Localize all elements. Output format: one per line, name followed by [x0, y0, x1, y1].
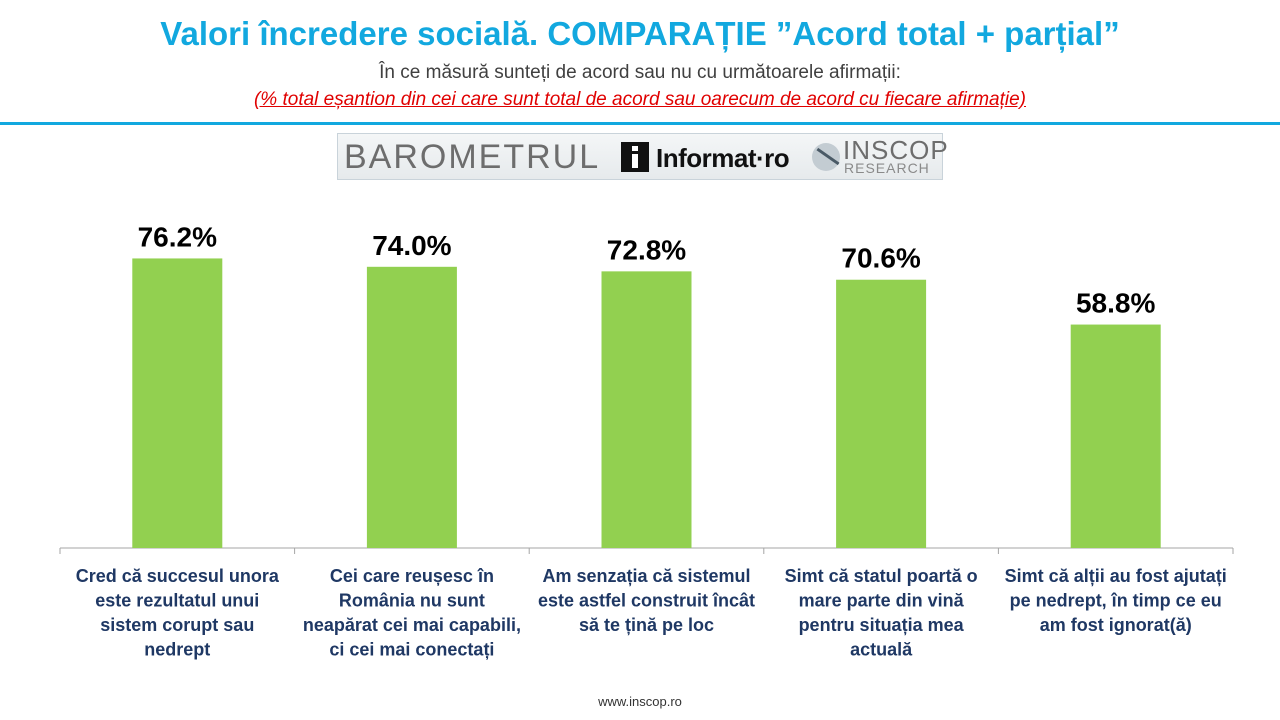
- category-label-line: Simt că statul poartă o: [785, 566, 978, 586]
- category-label-line: este astfel construit încât: [538, 591, 755, 611]
- bar: [1070, 324, 1161, 548]
- bar: [366, 266, 457, 548]
- category-label-line: am fost ignorat(ă): [1040, 615, 1192, 635]
- inscop-logo-text: INSCOP: [843, 135, 949, 165]
- informat-logo-icon: [621, 142, 649, 172]
- category-label-line: ci cei mai conectați: [329, 640, 494, 660]
- category-label-line: să te țină pe loc: [579, 615, 714, 635]
- category-label-line: România nu sunt: [339, 591, 485, 611]
- bar: [132, 258, 223, 548]
- sample-note: (% total eșantion din cei care sunt tota…: [253, 89, 1026, 110]
- barometer-logo-banner: BAROMETRUL Informat·ro INSCOP RESEARCH: [337, 133, 948, 180]
- data-label: 74.0%: [372, 230, 451, 261]
- category-label-line: pentru situația mea: [799, 615, 965, 635]
- data-label: 58.8%: [1076, 288, 1155, 319]
- bar: [836, 279, 927, 548]
- category-label-line: nedrept: [144, 640, 210, 660]
- category-label: Am senzația că sistemul este astfel const…: [538, 566, 755, 635]
- informat-logo-text: Informat·ro: [656, 143, 790, 173]
- category-label-line: pe nedrept, în timp ce eu: [1010, 591, 1222, 611]
- category-label-line: este rezultatul unui: [95, 591, 259, 611]
- title-divider: [0, 122, 1280, 125]
- category-label-line: sistem corupt sau: [100, 615, 254, 635]
- category-label: Cei care reușesc în România nu sunt neapăr…: [303, 566, 521, 660]
- inscop-research-text: RESEARCH: [844, 160, 930, 176]
- category-label-line: Am senzația că sistemul: [542, 566, 750, 586]
- page-subtitle: În ce măsură sunteți de acord sau nu cu …: [379, 62, 901, 83]
- category-label-line: actuală: [850, 640, 913, 660]
- category-label: Cred că succesul unora este rezultatul un…: [76, 566, 280, 660]
- page-title: Valori încredere socială. COMPARAȚIE ”Ac…: [160, 15, 1120, 52]
- category-label-line: Cei care reușesc în: [330, 566, 494, 586]
- inscop-logo-icon: [812, 143, 840, 171]
- category-label-line: mare parte din vină: [799, 591, 965, 611]
- category-label-line: neapărat cei mai capabili,: [303, 615, 521, 635]
- footer-url: www.inscop.ro: [598, 694, 682, 709]
- data-label: 76.2%: [138, 221, 217, 252]
- barometer-logo-text: BAROMETRUL: [344, 138, 601, 176]
- category-label: Simt că alții au fost ajutați pe nedrept,…: [1005, 566, 1227, 635]
- category-label: Simt că statul poartă o mare parte din vi…: [785, 566, 978, 660]
- bar: [601, 271, 692, 548]
- category-label-line: Cred că succesul unora: [76, 566, 280, 586]
- category-label-line: Simt că alții au fost ajutați: [1005, 566, 1227, 586]
- data-label: 72.8%: [607, 234, 686, 265]
- data-label: 70.6%: [841, 243, 920, 274]
